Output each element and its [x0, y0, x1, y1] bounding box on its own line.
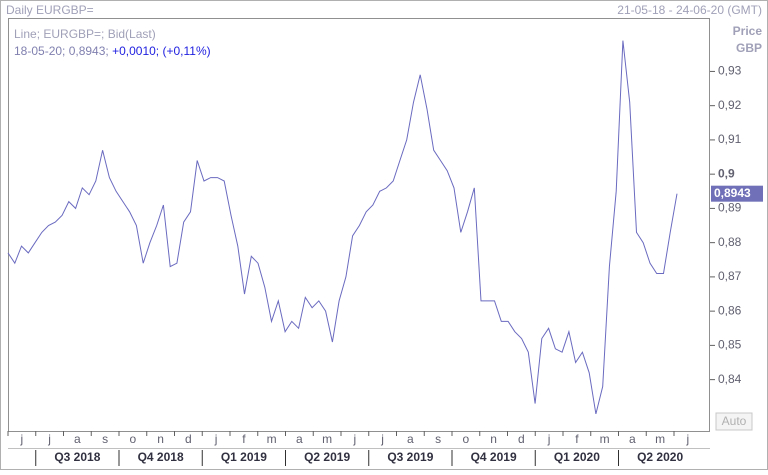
auto-button[interactable] — [715, 412, 753, 431]
x-tick-label: j — [214, 432, 218, 446]
x-tick-label: o — [130, 432, 137, 446]
x-tick-label: j — [20, 432, 24, 446]
y-tick-label: 0,93 — [718, 64, 742, 78]
x-tick-label: m — [600, 432, 610, 446]
legend-info: 18-05-20; 0,8943; — [14, 44, 109, 58]
quarter-label: Q4 2019 — [471, 450, 517, 464]
x-tick-label: n — [490, 432, 497, 446]
x-tick-label: m — [267, 432, 277, 446]
x-tick-label: j — [686, 432, 690, 446]
y-tick-label: 0,88 — [718, 235, 742, 249]
x-tick-label: a — [74, 432, 81, 446]
quarter-label: Q4 2018 — [138, 450, 184, 464]
x-tick-label: f — [242, 432, 246, 446]
quarter-label: Q1 2019 — [221, 450, 267, 464]
x-tick-label: s — [102, 432, 108, 446]
x-tick-label: d — [185, 432, 192, 446]
quarter-label: Q1 2020 — [554, 450, 600, 464]
y-tick-label: 0,9 — [718, 166, 735, 180]
axis-unit: GBP — [736, 41, 762, 55]
y-tick-label: 0,84 — [718, 372, 742, 386]
plot-frame — [8, 18, 710, 432]
x-tick-label: j — [380, 432, 384, 446]
auto-button-label[interactable]: Auto — [722, 414, 747, 428]
last-value-box — [711, 185, 763, 202]
y-tick-label: 0,92 — [718, 98, 742, 112]
last-value-label: 0,8943 — [714, 186, 751, 200]
price-line — [7, 40, 678, 415]
date-range: 21-05-18 - 24-06-20 (GMT) — [617, 3, 762, 17]
x-tick-label: a — [407, 432, 414, 446]
x-tick-label: m — [322, 432, 332, 446]
quarter-label: Q2 2020 — [637, 450, 683, 464]
x-tick-label: n — [157, 432, 164, 446]
x-tick-label: j — [547, 432, 551, 446]
quarter-label: Q3 2019 — [387, 450, 433, 464]
legend-change: +0,0010; (+0,11%) — [112, 44, 211, 58]
x-tick-label: a — [296, 432, 303, 446]
x-tick-label: j — [353, 432, 357, 446]
legend-line: Line; EURGBP=; Bid(Last) — [14, 27, 156, 41]
x-tick-label: s — [435, 432, 441, 446]
x-tick-label: d — [518, 432, 525, 446]
x-tick-label: m — [655, 432, 665, 446]
x-tick-label: f — [575, 432, 579, 446]
chart-title: Daily EURGBP= — [6, 3, 94, 17]
legend-values: 18-05-20; 0,8943; +0,0010; (+0,11%) — [14, 44, 211, 58]
quarter-label: Q2 2019 — [304, 450, 350, 464]
y-tick-label: 0,87 — [718, 269, 742, 283]
y-tick-label: 0,85 — [718, 338, 742, 352]
axis-title: Price — [733, 24, 763, 38]
x-tick-label: a — [629, 432, 636, 446]
y-tick-label: 0,89 — [718, 201, 742, 215]
y-tick-label: 0,86 — [718, 303, 742, 317]
x-tick-label: j — [47, 432, 51, 446]
x-tick-label: o — [463, 432, 470, 446]
y-tick-label: 0,91 — [718, 132, 742, 146]
quarter-label: Q3 2018 — [54, 450, 100, 464]
